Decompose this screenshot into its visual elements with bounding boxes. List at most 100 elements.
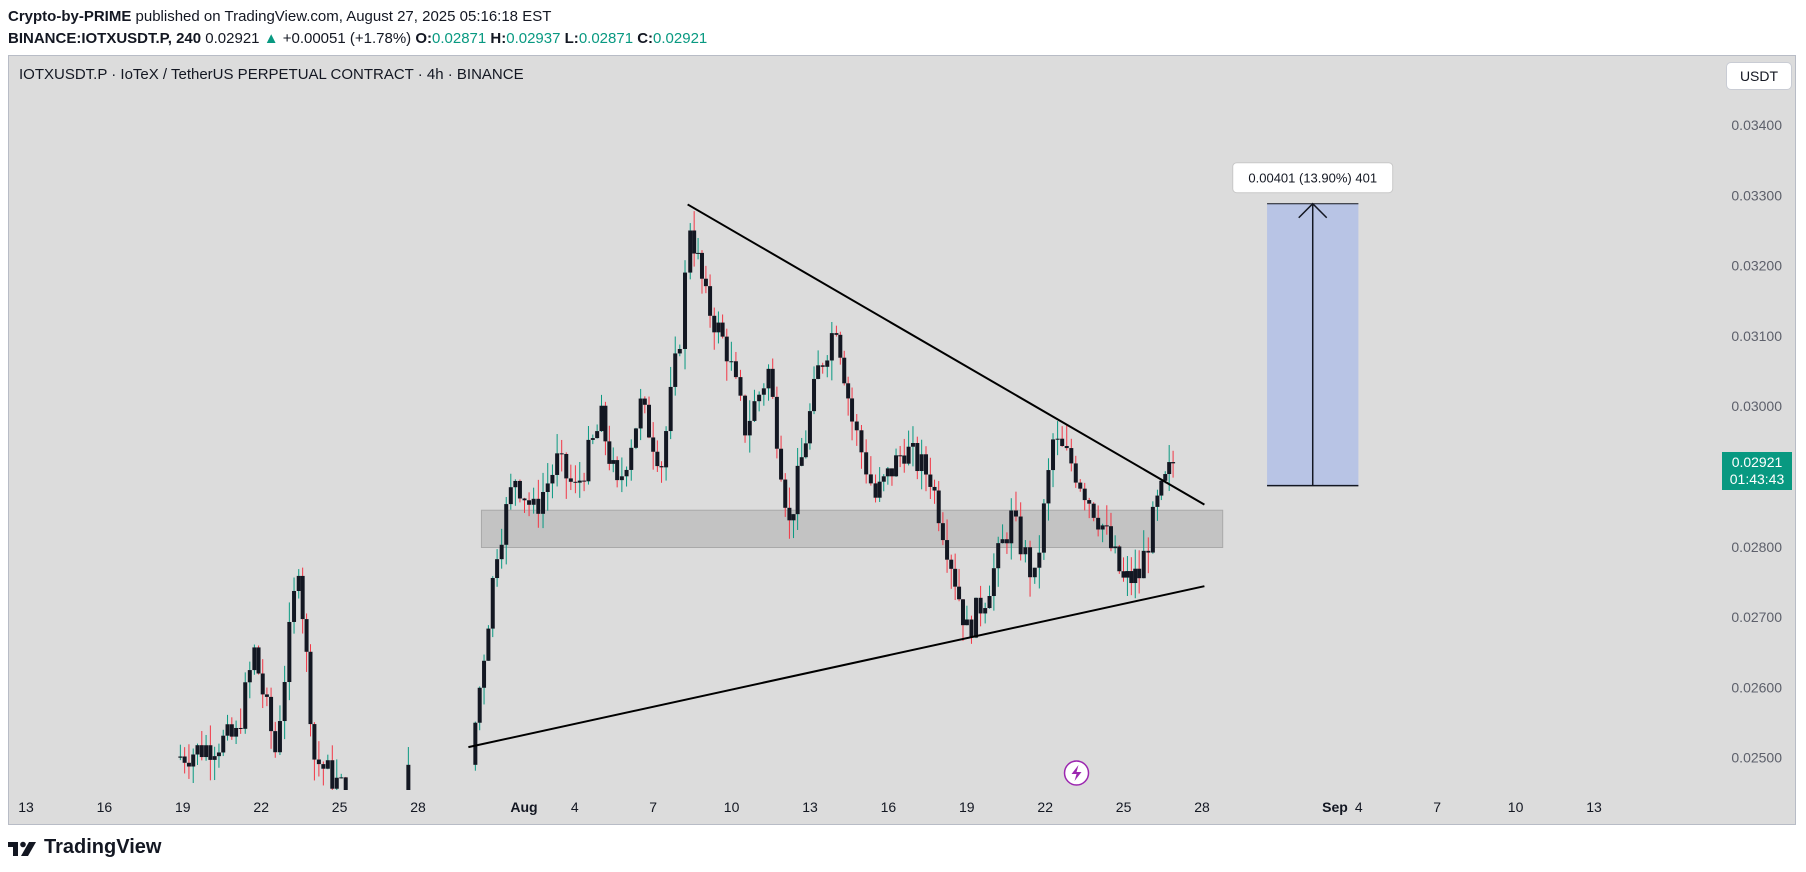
- x-axis-tick-label: 19: [175, 799, 191, 815]
- candle-body: [991, 568, 996, 597]
- candle-body: [1051, 439, 1056, 471]
- candle-body: [716, 322, 721, 333]
- publish-header: Crypto-by-PRIME published on TradingView…: [8, 6, 707, 50]
- candle-body: [629, 447, 634, 470]
- x-axis-tick-label: 7: [649, 799, 657, 815]
- publish-line: Crypto-by-PRIME published on TradingView…: [8, 6, 707, 28]
- candle-body: [1032, 567, 1037, 578]
- candle-body: [807, 411, 812, 444]
- candle-body: [406, 764, 411, 790]
- candle-body: [582, 480, 587, 482]
- candle-body: [482, 660, 487, 688]
- candle-body: [668, 386, 673, 432]
- candle-body: [747, 420, 752, 436]
- candle-body: [1041, 503, 1046, 553]
- y-axis-tick-label: 0.03400: [1731, 117, 1782, 133]
- candle-body: [902, 455, 907, 464]
- candle-body: [829, 333, 834, 361]
- arrowhead-icon: [1298, 202, 1328, 219]
- candle-body: [633, 428, 638, 448]
- candle-body: [677, 348, 682, 354]
- candle-body: [225, 724, 230, 736]
- candle-body: [186, 762, 191, 767]
- currency-button[interactable]: USDT: [1726, 62, 1792, 90]
- candle-body: [559, 453, 564, 455]
- candle-body: [292, 590, 297, 622]
- chart-frame[interactable]: [8, 55, 1796, 825]
- x-axis-tick-label: 25: [1116, 799, 1132, 815]
- candle-body: [936, 490, 941, 524]
- candle-body: [1171, 462, 1176, 464]
- candle-body: [873, 483, 878, 498]
- tradingview-wordmark: TradingView: [44, 836, 162, 858]
- resistance-trendline: [687, 203, 1205, 506]
- candle-body: [573, 481, 578, 483]
- candle-body: [651, 437, 656, 452]
- candle-body: [783, 479, 788, 508]
- candle-body: [638, 398, 643, 429]
- candle-body: [1125, 571, 1130, 578]
- candle-body: [229, 724, 234, 737]
- candle-body: [208, 745, 213, 760]
- x-axis-tick-label: Sep: [1322, 799, 1348, 815]
- candle-body: [881, 476, 886, 482]
- candle-body: [615, 460, 620, 481]
- candle-body: [1000, 539, 1005, 544]
- candle-body: [720, 322, 725, 337]
- lightning-glyph: [1071, 765, 1082, 781]
- measure-label-box: [1232, 162, 1394, 194]
- candle-body: [321, 764, 326, 769]
- low-label: L:: [564, 30, 579, 47]
- x-axis-tick-label: 13: [1586, 799, 1602, 815]
- candle-body: [1009, 510, 1014, 544]
- candle-body: [928, 474, 933, 487]
- close-label: C:: [637, 30, 654, 47]
- candle-body: [960, 599, 965, 626]
- candle-body: [1013, 510, 1018, 517]
- measure-label: 0.00401 (13.90%) 401: [1248, 171, 1377, 186]
- candle-body: [287, 621, 292, 683]
- x-axis-tick-label: 16: [881, 799, 897, 815]
- symbol-label: BINANCE:IOTXUSDT.P, 240: [8, 30, 202, 47]
- candle-body: [910, 443, 915, 447]
- candle-body: [611, 460, 616, 464]
- candle-body: [273, 731, 278, 753]
- candle-body: [816, 365, 821, 379]
- candle-body: [1028, 547, 1033, 578]
- candle-body: [204, 745, 209, 758]
- candle-body: [885, 468, 890, 477]
- candle-body: [1104, 525, 1109, 527]
- x-axis-tick-label: 7: [1433, 799, 1441, 815]
- candle-body: [1060, 438, 1065, 446]
- candle-body: [508, 487, 513, 505]
- candle-body: [757, 394, 762, 402]
- y-axis-tick-label: 0.02700: [1731, 609, 1782, 625]
- candle-body: [868, 474, 873, 484]
- candle-body: [688, 230, 693, 273]
- tradingview-icon: [8, 841, 36, 856]
- candle-body: [624, 469, 629, 477]
- candle-body: [191, 754, 196, 767]
- ohlc-line: BINANCE:IOTXUSDT.P, 240 0.02921 ▲ +0.000…: [8, 28, 707, 50]
- candle-body: [304, 619, 309, 652]
- candle-body: [182, 756, 187, 763]
- candle-body: [603, 405, 608, 442]
- tradingview-logo[interactable]: TradingView: [8, 836, 161, 859]
- candle-body: [221, 735, 226, 753]
- y-axis-tick-label: 0.03000: [1731, 398, 1782, 414]
- candle-body: [495, 559, 500, 579]
- candle-body: [1004, 539, 1009, 544]
- candle-body: [1150, 506, 1155, 553]
- x-axis-tick-label: 22: [253, 799, 269, 815]
- candle-body: [599, 405, 604, 432]
- author-name[interactable]: Crypto-by-PRIME: [8, 8, 132, 25]
- x-axis-tick-label: 13: [18, 799, 34, 815]
- candle-body: [964, 619, 969, 626]
- candle-body: [642, 398, 647, 405]
- candle-body: [915, 443, 920, 472]
- candle-body: [517, 480, 522, 499]
- candle-body: [308, 651, 313, 725]
- candle-body: [264, 694, 269, 697]
- candle-body: [296, 575, 301, 591]
